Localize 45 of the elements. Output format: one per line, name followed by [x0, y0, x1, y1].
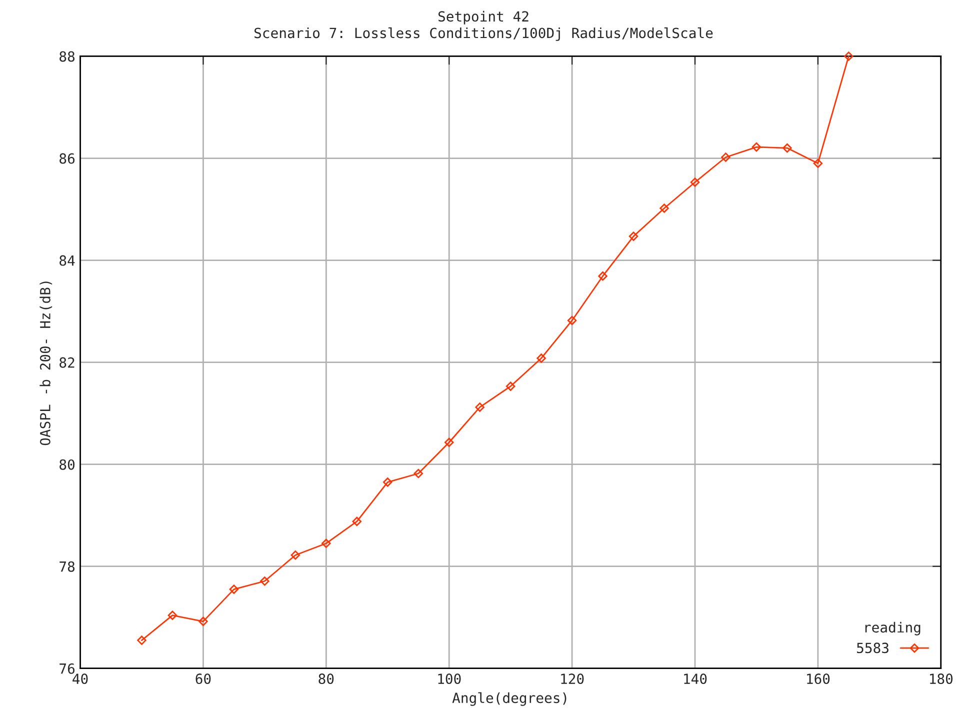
point — [628, 232, 638, 241]
x-tick-label: 140 — [684, 674, 707, 684]
x-tick-label: 100 — [438, 674, 461, 684]
point — [260, 576, 270, 586]
x-axis-title: Angle(degrees) — [452, 692, 566, 706]
point — [475, 402, 484, 412]
y-tick-label: 78 — [60, 561, 75, 572]
legend-label: 5583 — [857, 642, 888, 654]
x-tick-label: 40 — [72, 674, 88, 684]
point — [660, 204, 669, 213]
point — [444, 438, 454, 448]
point — [752, 142, 762, 152]
point — [813, 158, 823, 168]
point — [506, 382, 516, 391]
y-tick-label: 76 — [60, 663, 74, 674]
point — [414, 468, 423, 478]
point — [721, 152, 730, 162]
point — [598, 271, 608, 281]
point — [844, 52, 854, 61]
y-tick-label: 80 — [60, 459, 74, 470]
point — [690, 178, 700, 187]
point — [536, 354, 546, 363]
point — [322, 538, 331, 548]
x-tick-label: 160 — [807, 674, 830, 684]
point — [782, 143, 792, 153]
point — [229, 584, 239, 594]
x-tick-label: 60 — [196, 674, 211, 684]
point — [290, 550, 300, 560]
y-tick-label: 88 — [60, 51, 75, 62]
point — [352, 516, 362, 526]
x-tick-label: 120 — [561, 674, 584, 684]
chart-subtitle: Scenario 7: Lossless Conditions/100Dj Radius/ModelScale — [254, 27, 713, 41]
chart-title: Setpoint 42 — [438, 10, 528, 24]
legend-title: reading — [865, 622, 920, 636]
point — [198, 616, 208, 626]
point — [567, 316, 577, 326]
point — [168, 610, 178, 620]
point — [137, 636, 146, 645]
y-tick-label: 84 — [60, 255, 75, 266]
y-tick-label: 86 — [60, 153, 74, 164]
x-tick-label: 80 — [318, 674, 334, 684]
x-tick-label: 180 — [930, 674, 953, 684]
y-tick-label: 82 — [60, 357, 74, 368]
y-axis-title: OASPL -b 200- Hz(dB) — [40, 282, 52, 446]
point — [383, 478, 392, 487]
